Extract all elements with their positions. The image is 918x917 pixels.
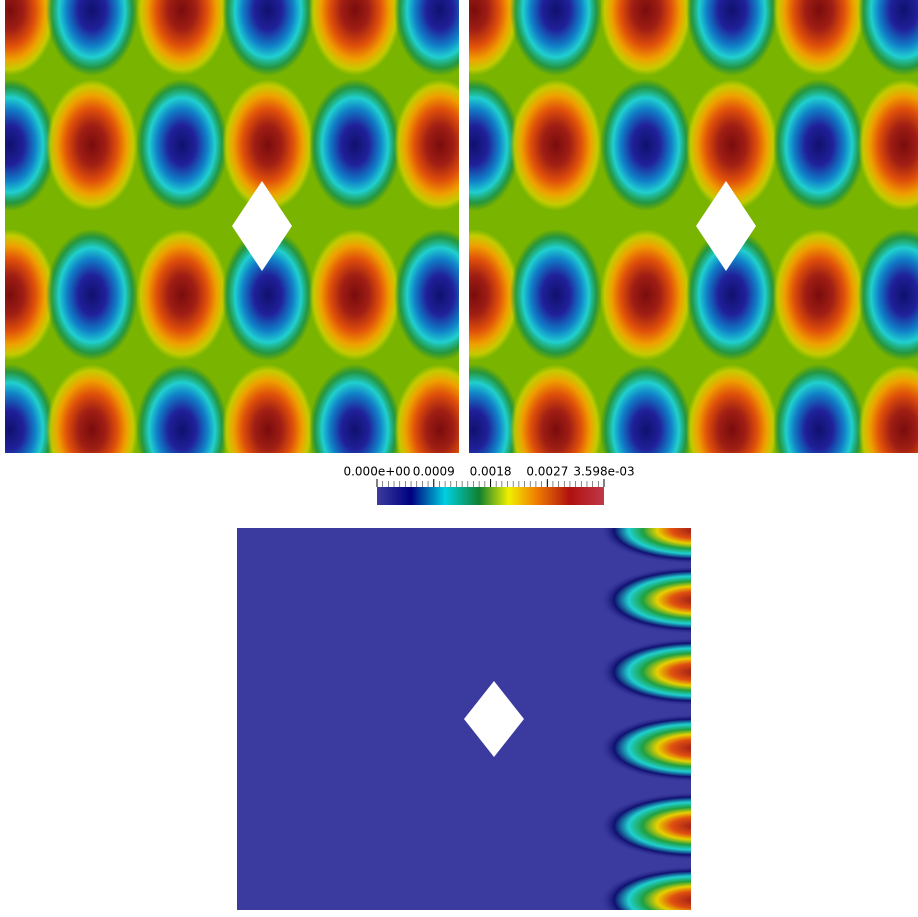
colorbar-axis: 0.000e+00 0.0009 0.0018 0.0027 3.598e-03 — [343, 465, 635, 487]
field-blob — [309, 0, 401, 76]
field-blob — [600, 528, 691, 564]
field-blob — [686, 0, 778, 76]
field-blob — [394, 0, 459, 76]
tick-label: 0.000e+00 — [343, 465, 410, 479]
field-blob — [136, 79, 228, 211]
field-blob — [600, 566, 691, 634]
field-blob — [394, 364, 459, 453]
field-blob — [686, 79, 778, 211]
field-blob — [510, 364, 602, 453]
field-blob — [773, 0, 865, 76]
field-blob — [309, 364, 401, 453]
field-blob — [600, 792, 691, 860]
field-panel — [5, 0, 459, 453]
field-blob — [686, 364, 778, 453]
field-blob — [46, 364, 138, 453]
field-blob — [773, 364, 865, 453]
field-blob — [600, 0, 692, 76]
field-blob — [136, 0, 228, 76]
field-blob — [510, 79, 602, 211]
field-blob — [5, 229, 56, 361]
field-panel — [469, 0, 918, 453]
field-blob — [222, 364, 314, 453]
field-blob — [136, 364, 228, 453]
field-blob — [5, 364, 56, 453]
field-blob — [510, 229, 602, 361]
field-blob — [600, 638, 691, 706]
field-blob — [5, 0, 56, 76]
field-blob — [469, 364, 520, 453]
field-blob — [858, 229, 918, 361]
colorbar — [377, 487, 604, 505]
field-blob — [858, 364, 918, 453]
field-blob — [309, 79, 401, 211]
field-blob — [858, 79, 918, 211]
field-blob — [858, 0, 918, 76]
tick-label: 3.598e-03 — [573, 465, 634, 479]
field-blob — [600, 364, 692, 453]
field-blob — [469, 0, 520, 76]
field-blob — [222, 79, 314, 211]
tick-label: 0.0009 — [413, 465, 455, 479]
field-blob — [773, 229, 865, 361]
field-panel — [237, 528, 691, 910]
field-blob — [600, 866, 691, 910]
obstacle — [696, 181, 756, 271]
field-blob — [469, 229, 520, 361]
field-blob — [46, 79, 138, 211]
field-blob — [136, 229, 228, 361]
field-blob — [600, 79, 692, 211]
field-blob — [394, 79, 459, 211]
field-blob — [510, 0, 602, 76]
field-blob — [5, 79, 56, 211]
field-blob — [469, 79, 520, 211]
obstacle — [464, 681, 524, 757]
field-blob — [600, 714, 691, 782]
tick-label: 0.0027 — [526, 465, 568, 479]
field-blob — [46, 229, 138, 361]
obstacle — [232, 181, 292, 271]
field-blob — [773, 79, 865, 211]
field-blob — [600, 229, 692, 361]
tick-label: 0.0018 — [470, 465, 512, 479]
field-blob — [46, 0, 138, 76]
field-blob — [394, 229, 459, 361]
field-blob — [222, 0, 314, 76]
field-blob — [686, 229, 778, 361]
field-blob — [222, 229, 314, 361]
field-blob — [309, 229, 401, 361]
